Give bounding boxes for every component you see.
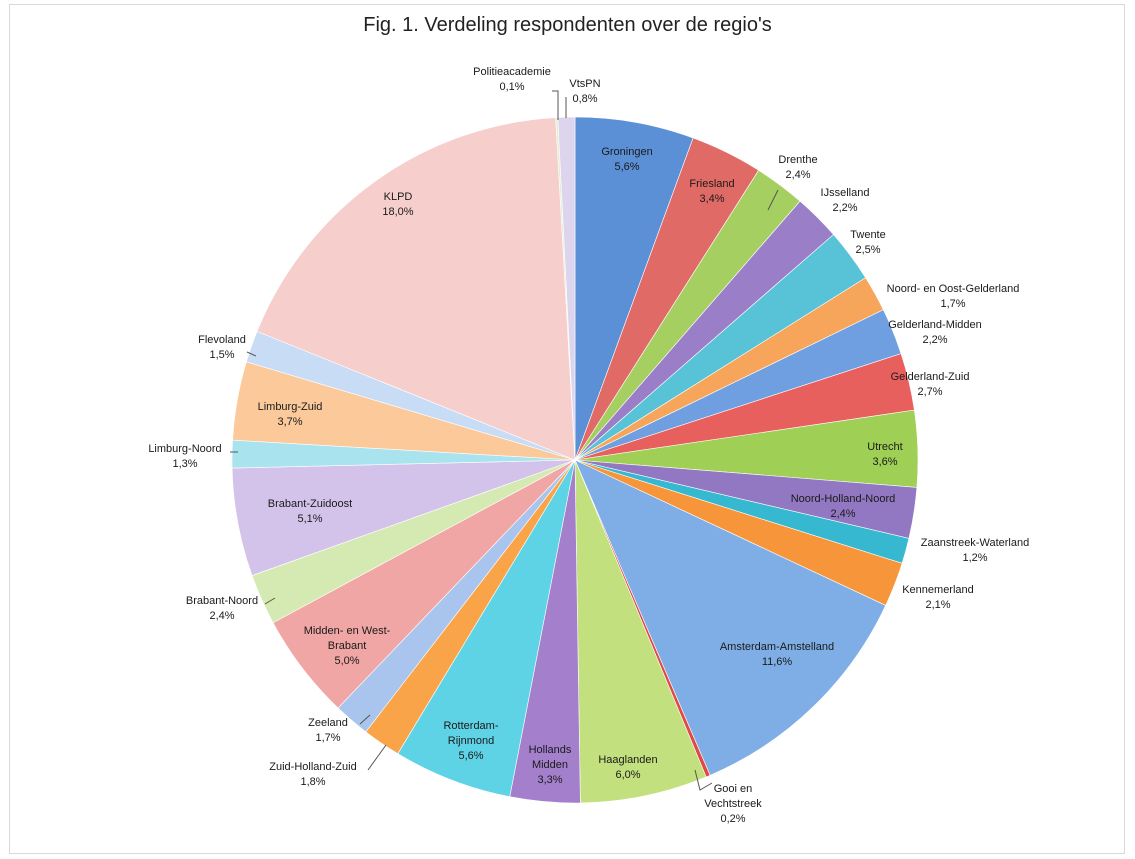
slice-label-groningen: Groningen 5,6% [601, 146, 652, 173]
slice-label-zuid-holland-zuid: Zuid-Holland-Zuid 1,8% [269, 761, 356, 788]
slice-value-label: 2,7% [917, 386, 942, 398]
slice-value-label: 2,2% [922, 334, 947, 346]
slice-value-label: 1,7% [940, 298, 965, 310]
slice-value-label: 1,8% [300, 776, 325, 788]
slice-value-label: 1,7% [315, 732, 340, 744]
slice-label-twente: Twente 2,5% [850, 229, 885, 256]
leader-line-politieacademie [552, 90, 559, 120]
slice-value-label: 2,1% [925, 599, 950, 611]
slice-value-label: 0,8% [572, 93, 597, 105]
leader-line-gooi-en-vechtstreek [694, 769, 713, 791]
slice-label-rotterdam-rijnmond: Rotterdam-Rijnmond 5,6% [443, 720, 498, 762]
leader-line-flevoland [246, 351, 257, 357]
slice-label-flevoland: Flevoland 1,5% [198, 334, 246, 361]
slice-label-zaanstreek-waterland: Zaanstreek-Waterland 1,2% [921, 537, 1029, 564]
slice-value-label: 2,2% [832, 202, 857, 214]
slice-value-label: 1,5% [209, 349, 234, 361]
slice-value-label: 3,4% [699, 193, 724, 205]
slice-value-label: 3,3% [537, 774, 562, 786]
slice-label-klpd: KLPD 18,0% [382, 191, 413, 218]
slice-label-gooi-en-vechtstreek: Gooi en Vechtstreek 0,2% [704, 783, 762, 825]
slice-label-kennemerland: Kennemerland 2,1% [902, 584, 974, 611]
slice-value-label: 5,0% [334, 655, 359, 667]
slice-value-label: 3,7% [277, 416, 302, 428]
slice-value-label: 18,0% [382, 206, 413, 218]
slice-value-label: 5,6% [458, 750, 483, 762]
pie-slice-amsterdam-amstelland [574, 459, 887, 776]
slice-label-gelderland-midden: Gelderland-Midden 2,2% [888, 319, 982, 346]
leader-line-drenthe [767, 189, 779, 211]
slice-label-noord-en-oost-gelderland: Noord- en Oost-Gelderland 1,7% [887, 283, 1020, 310]
slice-value-label: 3,6% [872, 456, 897, 468]
chart-title: Fig. 1. Verdeling respondenten over de r… [363, 14, 772, 36]
pie-slice-haaglanden [574, 459, 707, 804]
slice-label-vtspn: VtsPN 0,8% [569, 78, 600, 105]
slice-label-midden-en-west-brabant: Midden- en West-Brabant 5,0% [304, 625, 391, 667]
slice-label-brabant-noord: Brabant-Noord 2,4% [186, 595, 258, 622]
slice-value-label: 1,2% [962, 552, 987, 564]
slice-label-friesland: Friesland 3,4% [689, 178, 734, 205]
slice-label-haaglanden: Haaglanden 6,0% [598, 754, 657, 781]
slice-value-label: 2,4% [785, 169, 810, 181]
slice-value-label: 6,0% [615, 769, 640, 781]
slice-value-label: 2,4% [209, 610, 234, 622]
leader-line-zeeland [359, 714, 371, 725]
slice-value-label: 5,1% [297, 513, 322, 525]
slice-label-politieacademie: Politieacademie 0,1% [473, 66, 551, 93]
slice-label-limburg-noord: Limburg-Noord 1,3% [148, 443, 221, 470]
slice-value-label: 1,3% [172, 458, 197, 470]
slice-label-hollands-midden: Hollands Midden 3,3% [529, 744, 572, 786]
slice-value-label: 0,1% [499, 81, 524, 93]
slice-value-label: 2,4% [830, 508, 855, 520]
slice-value-label: 11,6% [762, 656, 793, 668]
slice-label-noord-holland-noord: Noord-Holland-Noord 2,4% [791, 493, 896, 520]
slice-label-ijsselland: IJsselland 2,2% [821, 187, 870, 214]
slice-value-label: 2,5% [855, 244, 880, 256]
slice-label-amsterdam-amstelland: Amsterdam-Amstelland 11,6% [720, 641, 834, 668]
slice-label-gelderland-zuid: Gelderland-Zuid 2,7% [891, 371, 970, 398]
leader-line-brabant-noord [264, 597, 276, 605]
slice-value-label: 5,6% [614, 161, 639, 173]
slice-label-drenthe: Drenthe 2,4% [778, 154, 817, 181]
slice-label-zeeland: Zeeland 1,7% [308, 717, 348, 744]
leader-line-zuid-holland-zuid [367, 744, 387, 771]
slice-label-limburg-zuid: Limburg-Zuid 3,7% [258, 401, 323, 428]
slice-value-label: 0,2% [720, 813, 745, 825]
slice-label-brabant-zuidoost: Brabant-Zuidoost 5,1% [268, 498, 352, 525]
pie-slice-klpd [256, 117, 576, 461]
slice-label-utrecht: Utrecht 3,6% [867, 441, 902, 468]
